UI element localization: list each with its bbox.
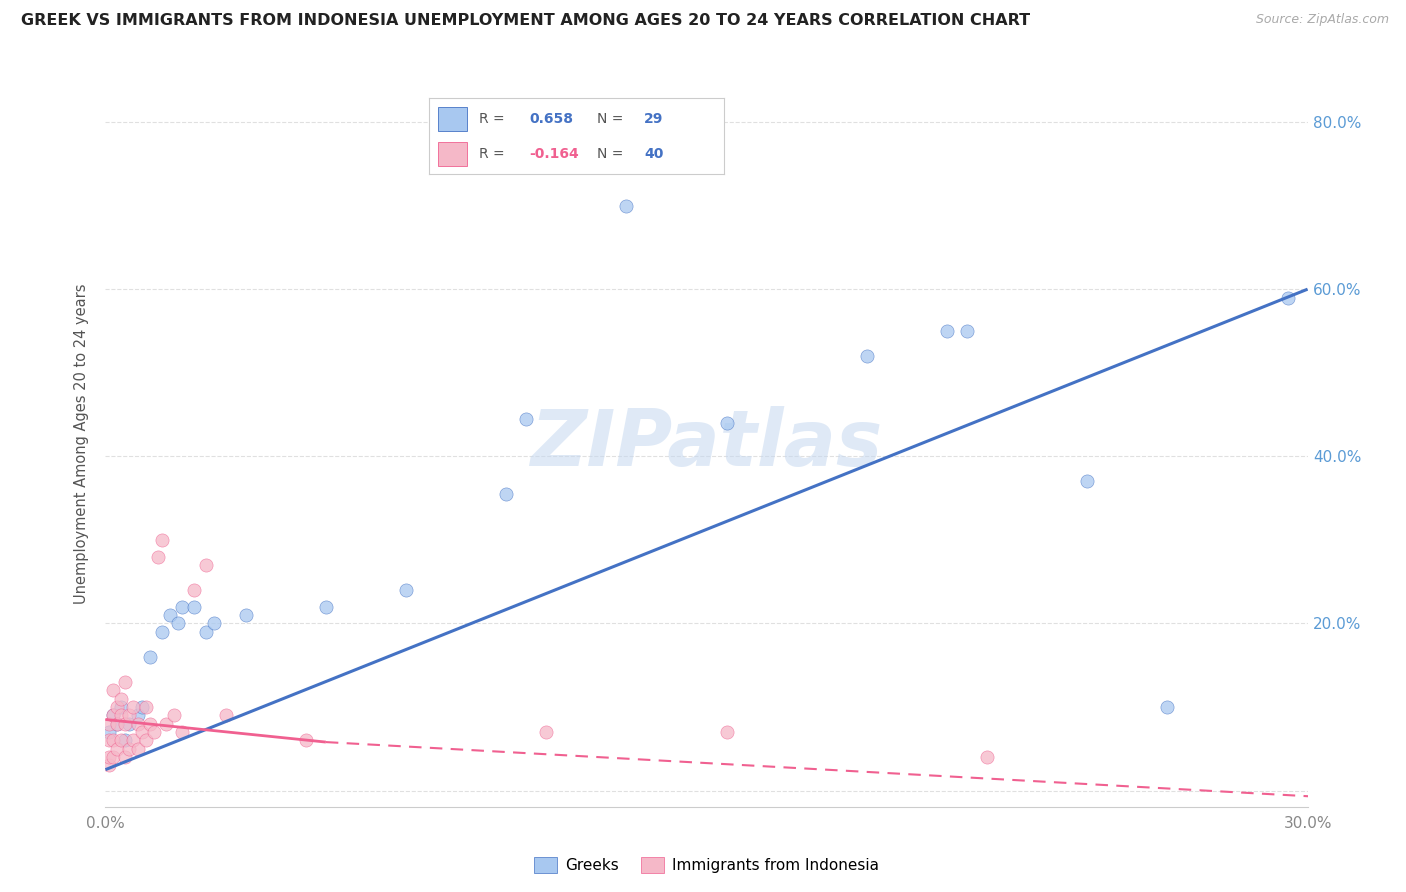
Point [127, 716, 149, 731]
Text: R =: R = [479, 147, 505, 161]
Point [855, 349, 877, 363]
Point [142, 725, 165, 739]
Point [131, 725, 153, 739]
Point [118, 708, 141, 723]
Point [114, 716, 136, 731]
Point [146, 549, 169, 564]
Point [103, 683, 125, 698]
Point [103, 708, 125, 723]
FancyBboxPatch shape [437, 142, 467, 166]
FancyBboxPatch shape [437, 107, 467, 131]
Point [515, 411, 537, 425]
Text: N =: N = [598, 147, 623, 161]
Text: 40: 40 [644, 147, 664, 161]
Point [107, 716, 129, 731]
Point [110, 700, 132, 714]
Point [495, 487, 517, 501]
Point [936, 324, 959, 338]
Point [122, 733, 145, 747]
Point [1076, 475, 1098, 489]
Point [103, 708, 125, 723]
Point [107, 741, 129, 756]
Point [214, 708, 236, 723]
Point [194, 558, 217, 572]
Point [235, 608, 257, 623]
Point [103, 733, 125, 747]
Y-axis label: Unemployment Among Ages 20 to 24 years: Unemployment Among Ages 20 to 24 years [75, 284, 90, 604]
Text: GREEK VS IMMIGRANTS FROM INDONESIA UNEMPLOYMENT AMONG AGES 20 TO 24 YEARS CORREL: GREEK VS IMMIGRANTS FROM INDONESIA UNEMP… [21, 13, 1031, 29]
Point [534, 725, 557, 739]
Text: Source: ZipAtlas.com: Source: ZipAtlas.com [1256, 13, 1389, 27]
Point [1156, 700, 1178, 714]
Text: -0.164: -0.164 [529, 147, 579, 161]
Point [150, 624, 173, 639]
Text: N =: N = [598, 112, 623, 127]
Legend: Greeks, Immigrants from Indonesia: Greeks, Immigrants from Indonesia [529, 851, 884, 880]
Point [202, 616, 225, 631]
Text: R =: R = [479, 112, 505, 127]
Point [295, 733, 318, 747]
Point [170, 599, 193, 614]
Point [183, 599, 205, 614]
Text: ZIPatlas: ZIPatlas [530, 406, 883, 482]
Point [1277, 291, 1299, 305]
Point [98, 716, 121, 731]
Point [138, 649, 160, 664]
Point [159, 608, 181, 623]
Point [155, 716, 177, 731]
Text: 29: 29 [644, 112, 664, 127]
Point [170, 725, 193, 739]
Point [976, 750, 998, 764]
Text: 0.658: 0.658 [529, 112, 574, 127]
Point [118, 716, 141, 731]
Point [956, 324, 979, 338]
Point [135, 700, 157, 714]
Point [122, 700, 145, 714]
Point [110, 691, 132, 706]
Point [118, 741, 141, 756]
Point [114, 733, 136, 747]
Point [114, 750, 136, 764]
Point [98, 725, 121, 739]
Point [127, 708, 149, 723]
Point [166, 616, 188, 631]
Point [114, 674, 136, 689]
Point [107, 700, 129, 714]
Point [98, 733, 121, 747]
Point [162, 708, 184, 723]
Point [138, 716, 160, 731]
Point [716, 416, 738, 430]
Point [98, 758, 121, 772]
Point [110, 708, 132, 723]
Point [103, 750, 125, 764]
Point [98, 750, 121, 764]
Point [107, 716, 129, 731]
Point [194, 624, 217, 639]
Point [127, 741, 149, 756]
Point [150, 533, 173, 547]
Point [183, 582, 205, 597]
Point [131, 700, 153, 714]
Point [716, 725, 738, 739]
Point [135, 733, 157, 747]
Point [110, 733, 132, 747]
Point [395, 582, 418, 597]
Point [315, 599, 337, 614]
Point [616, 199, 638, 213]
